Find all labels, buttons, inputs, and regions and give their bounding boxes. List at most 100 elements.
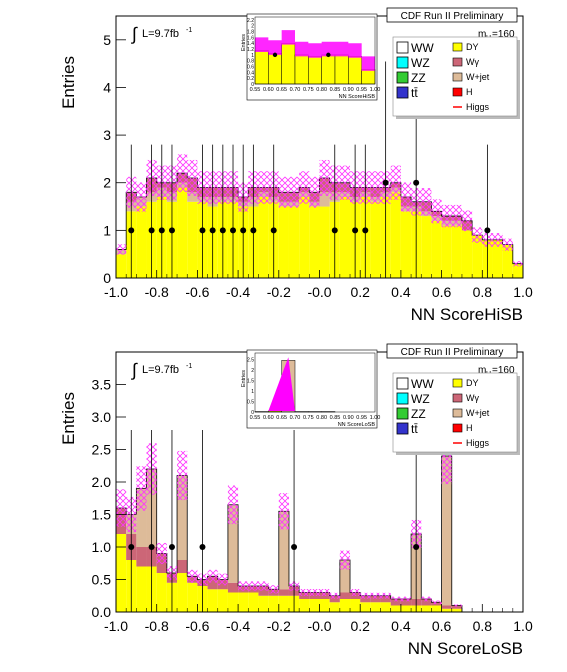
y-axis-title: Entries bbox=[59, 56, 78, 109]
inset-x-axis-title: NN ScoreLoSB bbox=[338, 422, 376, 428]
uncertainty-band-37 bbox=[492, 233, 502, 247]
uncertainty-band-20 bbox=[320, 160, 330, 196]
y-tick-label: 0.5 bbox=[92, 572, 112, 588]
bar-dy-6 bbox=[177, 573, 187, 612]
inset-x-tick-label: 0.75 bbox=[303, 415, 314, 421]
uncertainty-band-25 bbox=[370, 593, 380, 599]
uncertainty-band-33 bbox=[452, 604, 462, 606]
x-tick-label: 0.2 bbox=[350, 284, 370, 300]
inset-x-tick-label: 0.60 bbox=[263, 87, 274, 93]
x-tick-label: -0.0 bbox=[307, 618, 331, 634]
lumi-label: L=9.7fb bbox=[142, 28, 179, 40]
y-tick-label: 5 bbox=[103, 32, 111, 48]
legend-label: Wγ bbox=[466, 393, 479, 403]
y-tick-label: 0.0 bbox=[92, 604, 112, 620]
uncertainty-band-33 bbox=[452, 205, 462, 227]
inset-y-tick-label: 0.5 bbox=[247, 399, 254, 405]
bar-dy-15 bbox=[269, 596, 279, 612]
y-tick-label: 3 bbox=[103, 127, 111, 143]
legend-swatch bbox=[397, 393, 408, 404]
legend-label: WW bbox=[411, 377, 434, 391]
uncertainty-band-16 bbox=[279, 177, 289, 208]
data-point-3 bbox=[199, 544, 205, 550]
bar-dy-2 bbox=[136, 567, 146, 613]
inset-y-tick-label: 1.2 bbox=[247, 47, 254, 53]
bar-dy-17 bbox=[289, 207, 299, 278]
x-tick-label: 1.0 bbox=[513, 284, 533, 300]
inset-x-tick-label: 0.95 bbox=[356, 87, 367, 93]
bar-dy-27 bbox=[391, 192, 401, 278]
legend-swatch bbox=[453, 409, 462, 417]
bar-w-11 bbox=[228, 583, 238, 593]
legend-swatch bbox=[453, 379, 462, 387]
uncertainty-band-22 bbox=[340, 166, 350, 200]
legend-label: DY bbox=[466, 42, 479, 52]
bar-dy-11 bbox=[228, 593, 238, 613]
data-point-10 bbox=[271, 227, 277, 233]
data-point-7 bbox=[230, 227, 236, 233]
y-axis-title: Entries bbox=[59, 392, 78, 445]
inset-x-tick-label: 0.85 bbox=[330, 87, 341, 93]
inset-x-tick-label: 0.95 bbox=[356, 415, 367, 421]
bar-dy-13 bbox=[248, 593, 258, 613]
legend-swatch bbox=[453, 73, 462, 81]
integral-sign: ∫ bbox=[130, 24, 138, 44]
uncertainty-band-0 bbox=[116, 489, 126, 526]
inset-y-tick-label: 1 bbox=[251, 53, 254, 59]
inset-x-tick-label: 0.80 bbox=[316, 415, 327, 421]
legend-swatch bbox=[453, 58, 462, 66]
legend-label: Higgs bbox=[466, 102, 490, 112]
bar-dy-14 bbox=[258, 197, 268, 278]
uncertainty-band-11 bbox=[228, 485, 238, 524]
bar-dy-27 bbox=[391, 606, 401, 613]
inset-y-tick-label: 0.4 bbox=[247, 70, 254, 76]
y-tick-label: 2.5 bbox=[92, 442, 112, 458]
legend-swatch bbox=[397, 87, 408, 98]
lumi-label: L=9.7fb bbox=[142, 364, 179, 376]
inset-x-tick-label: 0.70 bbox=[290, 415, 301, 421]
x-tick-label: 0.6 bbox=[432, 284, 452, 300]
inset-y-axis-title: Entries bbox=[241, 34, 247, 51]
legend-swatch bbox=[397, 423, 408, 434]
legend-swatch bbox=[453, 424, 462, 432]
uncertainty-band-28 bbox=[401, 182, 411, 211]
inset-bar-7 bbox=[348, 56, 361, 84]
inset-y-tick-label: 0.8 bbox=[247, 59, 254, 65]
uncertainty-band-31 bbox=[431, 199, 441, 223]
x-tick-label: -1.0 bbox=[104, 618, 128, 634]
uncertainty-band-10 bbox=[218, 574, 228, 586]
inset-data-point-1 bbox=[326, 53, 330, 57]
inset-y-tick-label: 1.8 bbox=[247, 30, 254, 36]
uncertainty-band-27 bbox=[391, 166, 401, 200]
x-tick-label: 1.0 bbox=[513, 618, 533, 634]
bar-dy-0 bbox=[116, 534, 126, 612]
bar-dy-16 bbox=[279, 596, 289, 612]
integral-sign: ∫ bbox=[130, 360, 138, 380]
header-text: CDF Run II Preliminary bbox=[401, 347, 504, 358]
bar-dy-21 bbox=[330, 602, 340, 612]
uncertainty-band-6 bbox=[177, 451, 187, 500]
x-tick-label: 0.8 bbox=[473, 618, 493, 634]
inset-x-tick-label: 0.60 bbox=[263, 415, 274, 421]
data-point-8 bbox=[240, 227, 246, 233]
legend-label: Wγ bbox=[466, 57, 479, 67]
uncertainty-band-30 bbox=[421, 597, 431, 602]
x-tick-label: -0.6 bbox=[185, 618, 209, 634]
legend-label: WW bbox=[411, 41, 434, 55]
uncertainty-band-0 bbox=[116, 244, 126, 254]
uncertainty-band-2 bbox=[136, 466, 146, 510]
inset-y-tick-label: 1.5 bbox=[247, 378, 254, 384]
legend-swatch bbox=[397, 378, 408, 389]
bar-dy-0 bbox=[116, 254, 126, 278]
bar-dy-6 bbox=[177, 187, 187, 278]
bar-w-16 bbox=[279, 589, 289, 596]
inset-y-tick-label: 2 bbox=[251, 368, 254, 374]
bar-dy-24 bbox=[360, 602, 370, 612]
inset-x-axis-title: NN ScoreHiSB bbox=[339, 94, 376, 100]
uncertainty-band-4 bbox=[157, 543, 167, 564]
inset-y-tick-label: 0.6 bbox=[247, 65, 254, 71]
bar-dy-4 bbox=[157, 573, 167, 612]
bar-dy-32 bbox=[442, 226, 452, 278]
